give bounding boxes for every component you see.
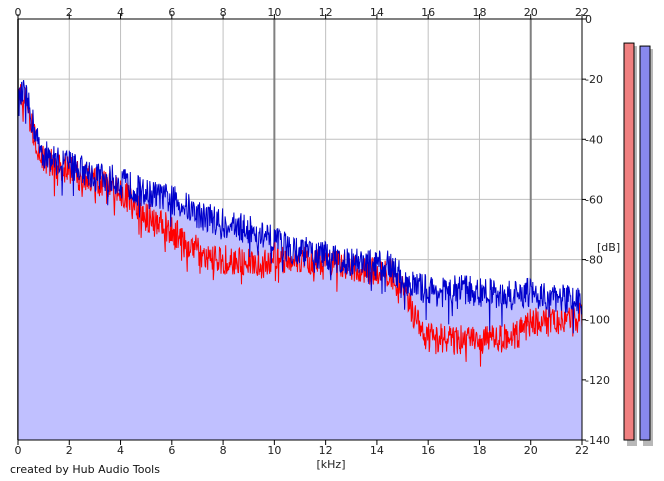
x-tick-label-top: 8 (220, 6, 227, 19)
y-tick-label: -60 (585, 193, 603, 206)
series-blue-line (17, 80, 583, 334)
x-tick-label-top: 22 (575, 6, 589, 19)
x-tick-label-top: 10 (267, 6, 281, 19)
x-tick-label-top: 12 (319, 6, 333, 19)
x-tick-label-top: 0 (15, 6, 22, 19)
x-tick-label-bottom: 6 (168, 444, 175, 457)
y-axis-label: [dB] (597, 241, 620, 254)
x-tick-label-bottom: 8 (220, 444, 227, 457)
y-tick-label: -40 (585, 133, 603, 146)
x-tick-label-bottom: 12 (319, 444, 333, 457)
x-tick-label-top: 2 (66, 6, 73, 19)
y-tick-label: -120 (585, 374, 610, 387)
y-tick-label: -100 (585, 314, 610, 327)
x-tick-label-top: 4 (117, 6, 124, 19)
axis-ticks: 002244668810101212141416161818202022220-… (15, 6, 610, 457)
x-tick-label-bottom: 18 (472, 444, 486, 457)
left-level-meter (623, 42, 635, 441)
y-tick-label: -20 (585, 73, 603, 86)
x-tick-label-top: 6 (168, 6, 175, 19)
y-tick-label: -80 (585, 254, 603, 267)
x-tick-label-bottom: 0 (15, 444, 22, 457)
x-tick-label-bottom: 4 (117, 444, 124, 457)
level-meters (623, 42, 653, 447)
x-axis-label: [kHz] (317, 458, 346, 471)
x-tick-label-top: 18 (472, 6, 486, 19)
x-tick-label-bottom: 20 (524, 444, 538, 457)
y-tick-label: 0 (585, 13, 592, 26)
x-tick-label-top: 14 (370, 6, 384, 19)
x-tick-label-bottom: 16 (421, 444, 435, 457)
x-tick-label-bottom: 10 (267, 444, 281, 457)
right-level-meter (639, 45, 651, 441)
credit-text: created by Hub Audio Tools (10, 463, 160, 476)
x-tick-label-top: 16 (421, 6, 435, 19)
y-tick-label: -140 (585, 434, 610, 447)
x-tick-label-bottom: 14 (370, 444, 384, 457)
x-tick-label-bottom: 2 (66, 444, 73, 457)
x-tick-label-top: 20 (524, 6, 538, 19)
plot-border (17, 18, 583, 441)
x-tick-label-bottom: 22 (575, 444, 589, 457)
